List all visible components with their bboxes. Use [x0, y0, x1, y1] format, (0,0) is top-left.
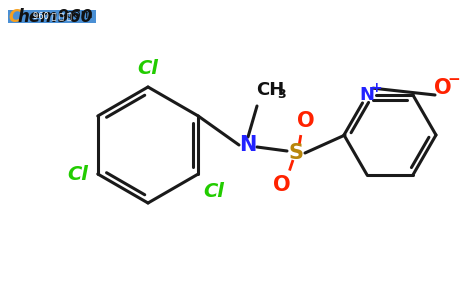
Text: Cl: Cl	[67, 164, 88, 183]
Text: S: S	[289, 143, 303, 163]
Text: O: O	[297, 111, 315, 131]
Text: N: N	[239, 135, 257, 155]
Text: O: O	[273, 175, 291, 195]
Text: Cl: Cl	[203, 182, 224, 201]
Text: 3: 3	[278, 88, 286, 100]
FancyBboxPatch shape	[8, 10, 96, 23]
Text: +: +	[370, 81, 382, 95]
Text: C: C	[8, 8, 20, 26]
Text: −: −	[447, 71, 460, 86]
Text: N: N	[359, 86, 374, 104]
Text: O: O	[434, 78, 452, 98]
Text: Cl: Cl	[137, 59, 158, 78]
Text: 960 化 工 网: 960 化 工 网	[33, 11, 72, 21]
Text: CH: CH	[256, 81, 284, 99]
Text: .com: .com	[63, 8, 94, 21]
Text: hem960: hem960	[17, 8, 92, 26]
